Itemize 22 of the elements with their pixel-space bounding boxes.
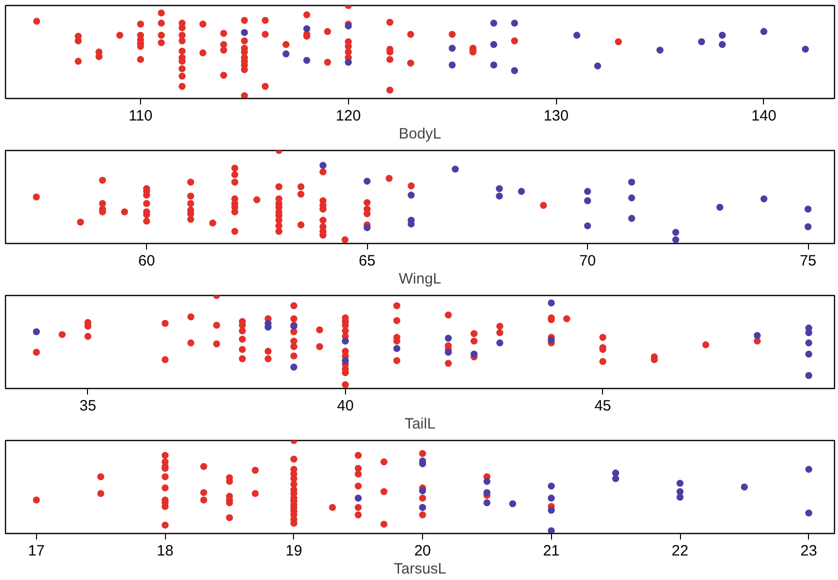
x-tick-label: 140 xyxy=(751,108,776,124)
x-tick-label: 65 xyxy=(358,252,376,270)
x-tick-label: 21 xyxy=(542,542,560,560)
x-tick-label: 130 xyxy=(544,108,569,124)
x-tick-label: 20 xyxy=(414,542,431,560)
x-tick-label: 40 xyxy=(336,398,354,414)
x-axis-title: TarsusL xyxy=(394,560,446,578)
x-tick-label: 45 xyxy=(594,398,612,414)
x-tick-label: 75 xyxy=(800,252,816,270)
x-tick-label: 35 xyxy=(80,398,96,414)
x-axis-title: TailL xyxy=(404,416,436,432)
x-axis-title: WingL xyxy=(398,270,442,288)
x-tick-label: 18 xyxy=(156,542,174,560)
x-tick-label: 70 xyxy=(579,252,596,270)
x-tick-label: 22 xyxy=(672,542,688,560)
x-tick-label: 60 xyxy=(138,252,155,270)
x-tick-label: 19 xyxy=(286,542,302,560)
x-tick-label: 17 xyxy=(28,542,45,560)
x-axis-title: BodyL xyxy=(398,126,442,142)
x-tick-label: 120 xyxy=(336,108,361,124)
x-tick-label: 110 xyxy=(128,108,153,124)
x-tick-label: 23 xyxy=(800,542,818,560)
